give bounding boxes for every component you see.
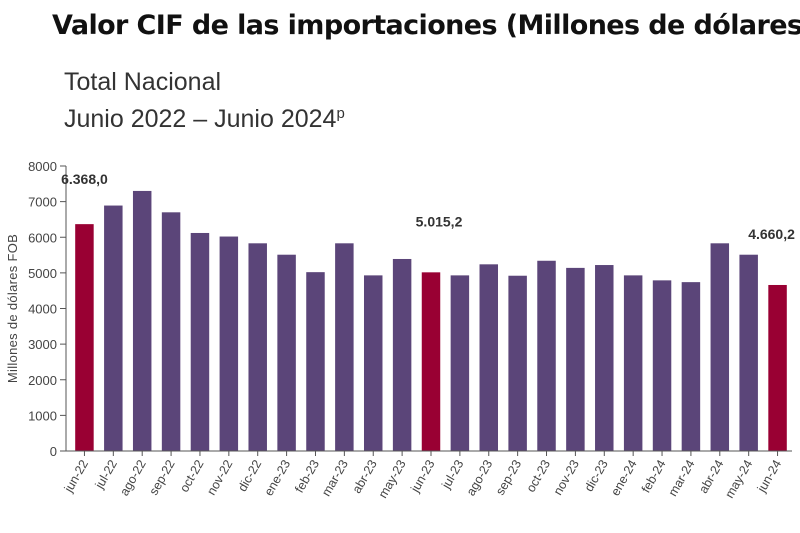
x-tick-label: may-23 <box>376 457 409 500</box>
y-tick-label: 3000 <box>28 337 57 352</box>
bar-jul-22 <box>104 205 123 451</box>
bar-abr-23 <box>363 275 383 451</box>
x-tick-label: jul-22 <box>92 457 120 491</box>
x-tick-label: mar-23 <box>319 457 351 498</box>
x-tick-label: feb-24 <box>639 457 669 495</box>
bar-nov-23 <box>566 267 585 451</box>
bar-ene-24 <box>623 275 643 451</box>
bar-may-24 <box>739 254 758 451</box>
data-labels: 6.368,0 5.015,2 4.660,2 <box>61 171 795 242</box>
data-label-jun-24: 4.660,2 <box>748 226 795 242</box>
y-tick-label: 5000 <box>28 266 57 281</box>
bar-oct-22 <box>190 232 210 451</box>
y-tick-label: 7000 <box>28 195 57 210</box>
x-tick-label: nov-23 <box>551 457 582 497</box>
bar-ago-22 <box>132 190 152 451</box>
bar-dic-22 <box>248 243 267 451</box>
bar-jul-23 <box>450 275 470 451</box>
x-tick-label: abr-24 <box>696 457 726 495</box>
bar-oct-23 <box>537 260 556 451</box>
x-tick-label: dic-23 <box>582 457 611 494</box>
bar-sep-22 <box>161 212 181 451</box>
x-tick-label: jun-22 <box>61 457 91 495</box>
subtitle-line-2: Junio 2022 – Junio 2024p <box>64 98 345 135</box>
bar-mar-23 <box>335 243 354 451</box>
bar-jun-22 <box>75 224 94 451</box>
bar-mar-24 <box>681 282 701 451</box>
bar-ene-23 <box>277 254 296 451</box>
y-tick-label: 0 <box>50 444 57 459</box>
x-tick-label: mar-24 <box>666 457 698 498</box>
x-tick-label: ago-23 <box>464 457 496 498</box>
x-tick-label: ago-22 <box>117 457 149 498</box>
bar-may-23 <box>392 258 412 451</box>
bar-feb-23 <box>306 272 325 451</box>
y-tick-label: 2000 <box>28 373 57 388</box>
bar-jun-24 <box>768 284 787 451</box>
data-label-jun-22: 6.368,0 <box>61 171 108 187</box>
x-tick-label: dic-22 <box>235 457 264 494</box>
bar-nov-22 <box>219 236 239 451</box>
chart-title: Valor CIF de las importaciones (Millones… <box>52 10 800 41</box>
bar-abr-24 <box>710 243 730 451</box>
x-tick-label: ene-24 <box>608 457 640 498</box>
y-tick-label: 1000 <box>28 408 57 423</box>
bar-sep-23 <box>508 275 527 451</box>
bar-series <box>75 190 787 451</box>
bar-dic-23 <box>595 265 614 451</box>
x-tick-label: jun-23 <box>408 457 438 495</box>
x-tick-label: jun-24 <box>754 457 784 495</box>
subtitle-line-1: Total Nacional <box>64 68 222 96</box>
bar-ago-23 <box>479 264 499 451</box>
x-tick-label: abr-23 <box>350 457 380 495</box>
x-tick-label: oct-22 <box>177 457 207 494</box>
x-tick-label: may-24 <box>722 457 755 500</box>
x-tick-label: feb-23 <box>292 457 322 495</box>
chart-subtitle: Total Nacional Junio 2022 – Junio 2024p <box>64 66 345 135</box>
y-axis-label: Millones de dólares FOB <box>5 234 20 383</box>
x-tick-label: jul-23 <box>439 457 467 491</box>
x-tick-label: ene-23 <box>262 457 294 498</box>
bar-jun-23 <box>421 272 441 451</box>
x-tick-label: sep-23 <box>493 457 524 497</box>
subtitle-period: Junio 2022 – Junio 2024 <box>64 105 337 133</box>
subtitle-preliminary-mark: p <box>336 105 345 122</box>
y-axis: 0 1000 2000 3000 4000 5000 6000 7000 8000 Millone… <box>5 159 67 459</box>
x-tick-label: sep-22 <box>146 457 177 497</box>
data-label-jun-23: 5.015,2 <box>416 213 463 229</box>
bar-feb-24 <box>652 280 672 451</box>
y-tick-label: 8000 <box>28 159 57 174</box>
x-tick-label: nov-22 <box>204 457 235 497</box>
x-tick-label: oct-23 <box>524 457 554 494</box>
y-tick-label: 4000 <box>28 302 57 317</box>
y-tick-label: 6000 <box>28 230 57 245</box>
